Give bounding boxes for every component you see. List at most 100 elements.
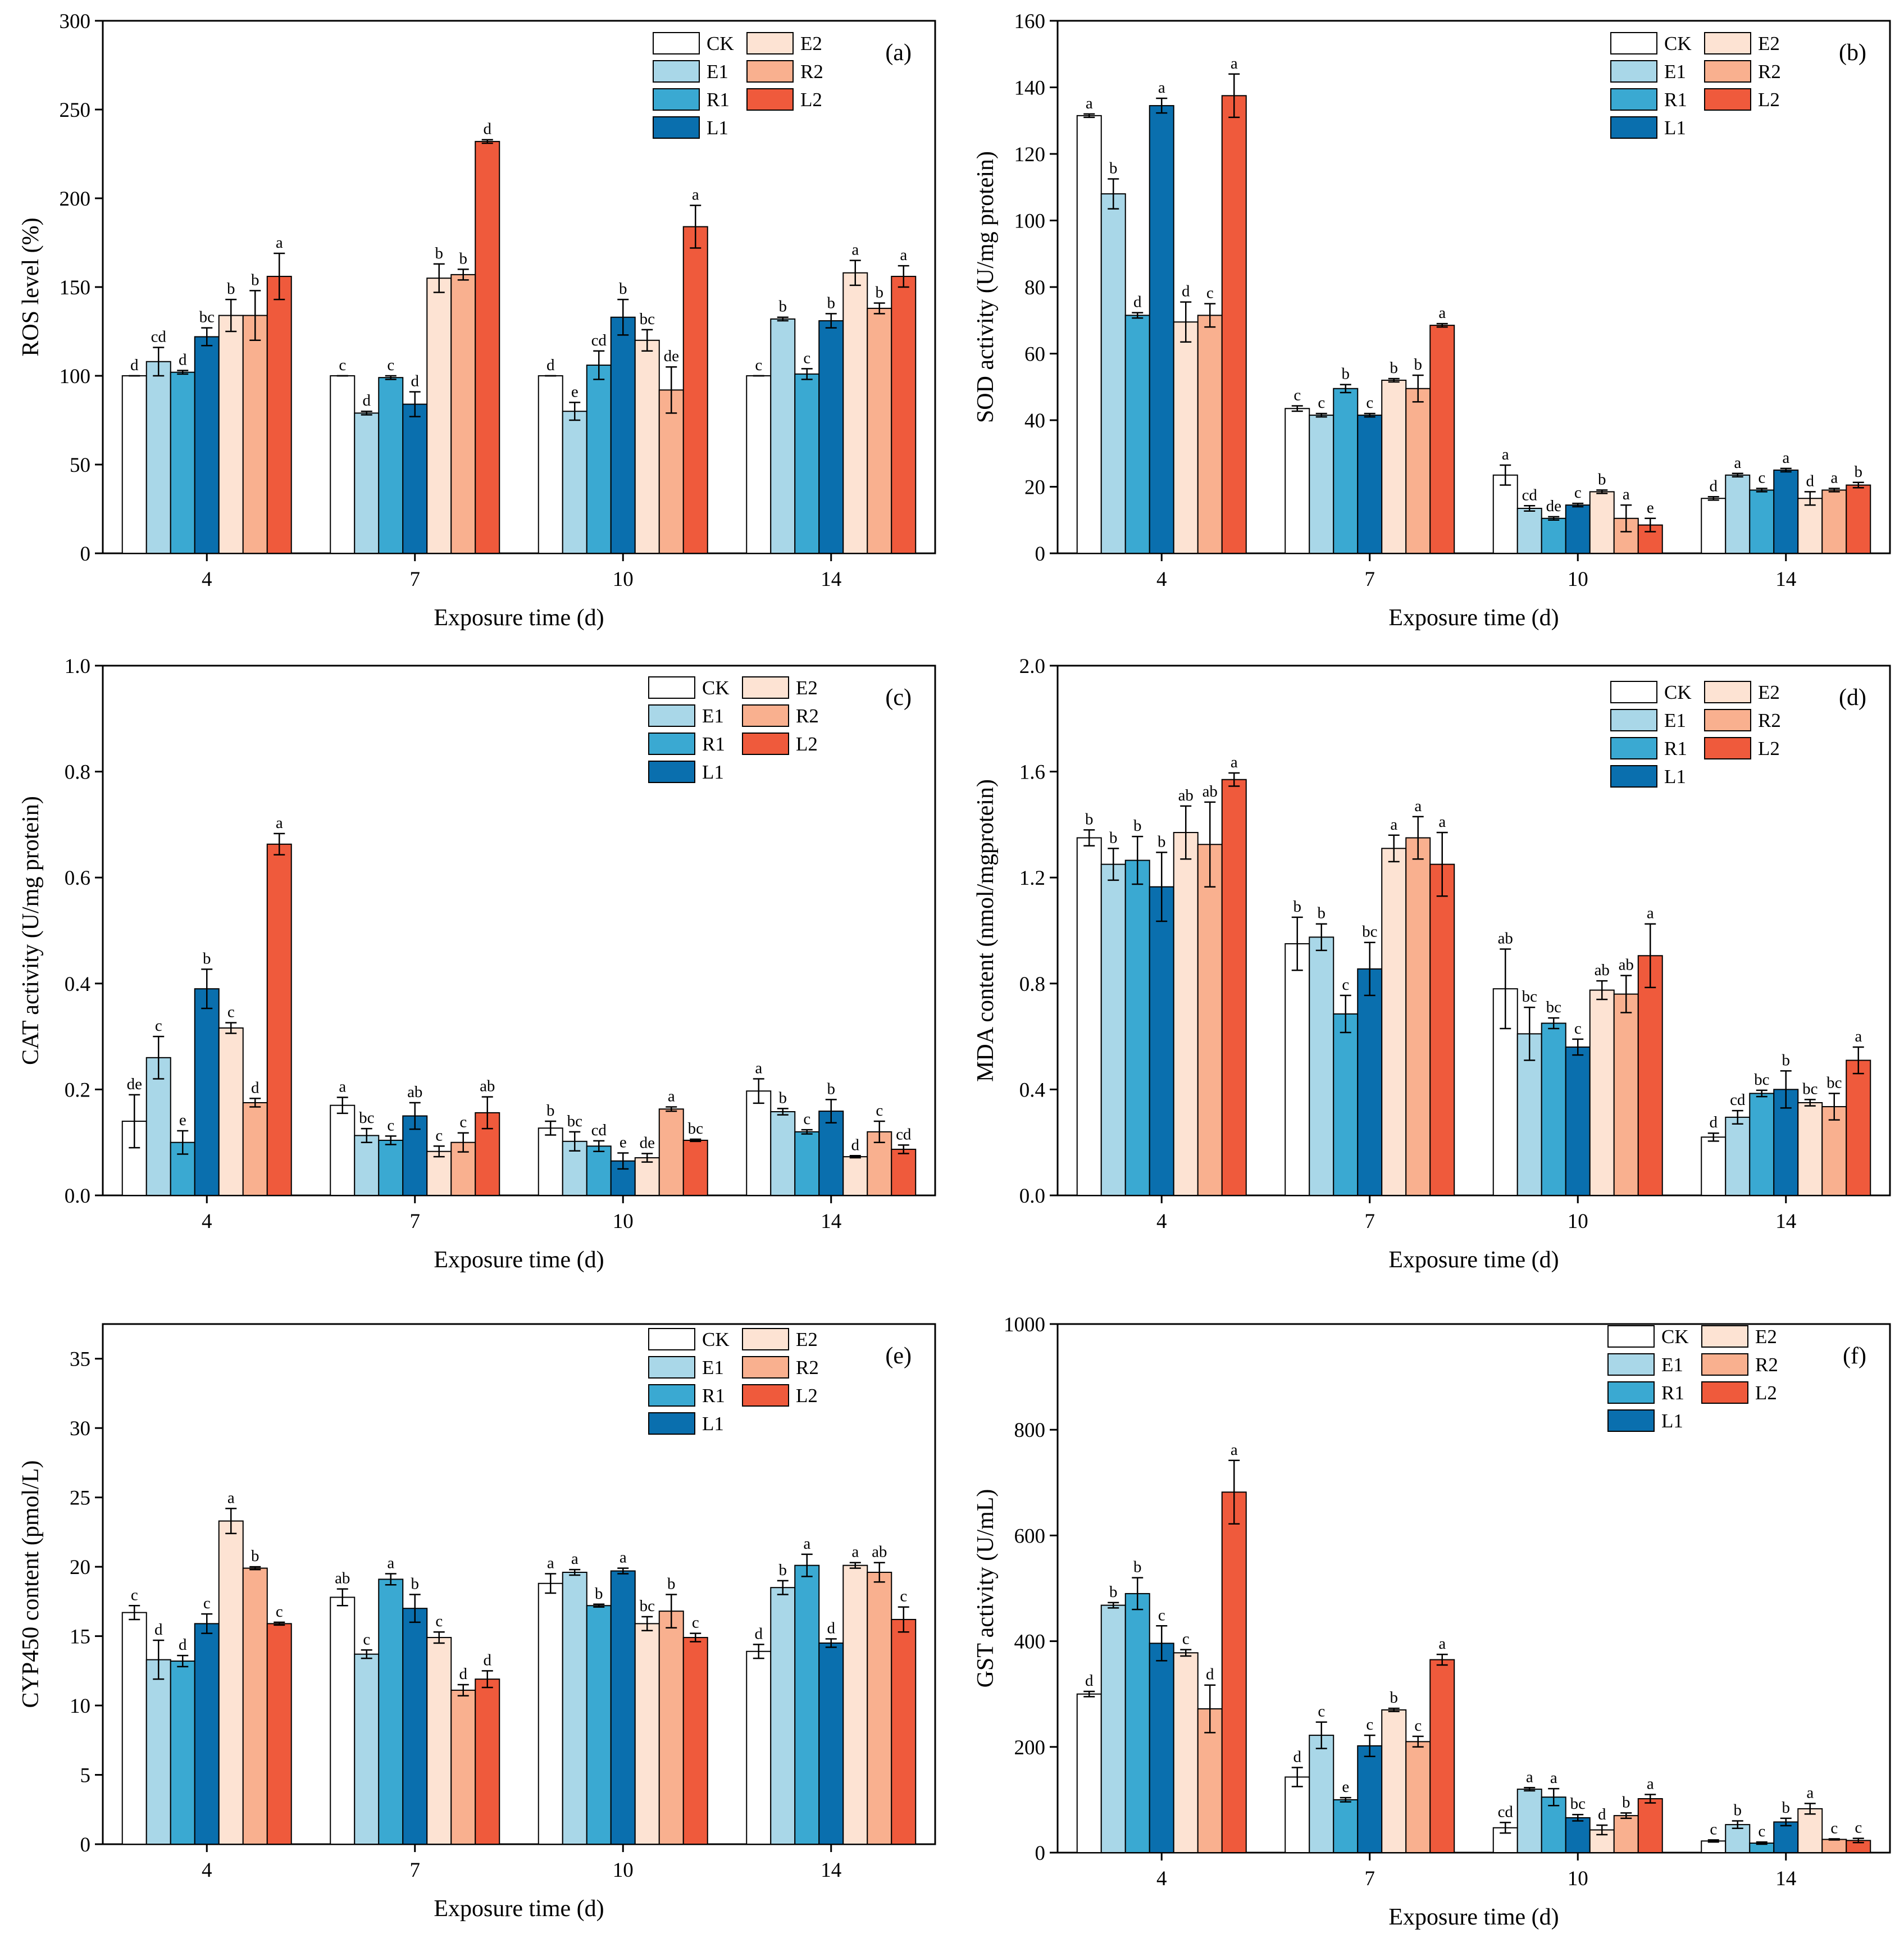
significance-label: c [1182,1630,1190,1648]
significance-label: cd [896,1125,912,1143]
significance-label: b [827,294,836,312]
significance-label: b [827,1080,836,1098]
bar-L2-day-14 [891,1618,917,1845]
legend-label-CK: CK [1664,681,1692,703]
significance-label: ab [407,1083,422,1101]
bar-R1-day-4 [1124,859,1150,1196]
bar-E1-day-10 [1516,508,1542,554]
legend-swatch-E2 [1704,32,1751,54]
significance-label: a [755,1059,762,1077]
significance-label: a [1647,904,1654,922]
bar-L1-day-4 [1149,105,1174,554]
significance-label: c [1342,976,1349,994]
panel-tag: (d) [1839,685,1866,711]
panel-a-ros: 0 50 100 150 200 250 300 ROS level (%) 4 7 10 14 Exp… [18,10,936,631]
bar-CK-day-14 [1701,1136,1727,1197]
significance-label: a [1647,1775,1654,1793]
bar-E1-day-7 [354,1653,380,1845]
bar-R2-day-14 [867,307,892,554]
significance-label: c [1574,1020,1582,1038]
legend-swatch-R1 [653,88,700,111]
significance-label: e [571,383,579,401]
significance-label: ab [480,1077,495,1095]
significance-label: a [1390,816,1397,834]
legend-label-E2: E2 [796,677,818,699]
legend-swatch-R1 [1607,1381,1655,1404]
legend-label-L1: L1 [1664,766,1686,788]
bar-E2-day-10 [634,1157,660,1197]
significance-label: a [571,1550,579,1568]
legend-label-L2: L2 [1758,89,1780,111]
y-tick-label: 0.4 [1019,1079,1045,1102]
significance-label: b [1085,810,1094,828]
significance-label: d [179,1636,187,1654]
bar-CK-day-4 [1076,115,1102,554]
significance-label: b [411,1575,420,1593]
panel-tag: (c) [885,685,912,711]
significance-label: ab [1498,930,1513,948]
y-tick-label: 0.0 [65,1185,90,1208]
significance-label: b [251,271,259,289]
legend-label-CK: CK [1661,1326,1689,1348]
significance-label: c [459,1113,467,1131]
significance-label: a [620,1549,627,1567]
legend-swatch-E2 [742,1328,789,1350]
legend-label-CK: CK [702,677,730,699]
significance-label: bc [640,310,655,328]
legend-label-L2: L2 [796,733,818,755]
bar-L1-day-10 [610,316,636,554]
y-tick-label: 30 [70,1417,90,1440]
y-tick-label: 25 [70,1487,90,1510]
x-axis-title: Exposure time (d) [434,605,604,631]
bar-E2-day-7 [426,1150,452,1196]
bar-R1-day-10 [586,365,612,554]
bar-CK-day-14 [1701,498,1727,554]
bar-L1-day-10 [1565,1046,1591,1196]
y-tick-label: 0 [1035,543,1046,566]
bar-R1-day-14 [794,1131,820,1196]
y-tick-label: 0.6 [65,867,90,890]
significance-label: a [387,1554,394,1572]
significance-label: c [339,356,346,374]
legend-swatch-E2 [742,676,789,699]
bar-L1-day-10 [1565,1817,1591,1854]
bar-L2-day-14 [891,276,917,554]
bar-CK-day-4 [121,375,147,554]
bar-E2-day-4 [218,1027,244,1196]
significance-label: e [179,1111,186,1129]
significance-label: c [1318,394,1325,412]
significance-label: b [1414,356,1423,374]
x-tick-label: 14 [821,1210,841,1233]
bar-E1-day-10 [562,1572,587,1845]
significance-label: a [803,1535,810,1553]
legend-swatch-L1 [648,1412,695,1435]
significance-label: cd [591,1121,607,1139]
legend-label-R2: R2 [796,705,819,727]
y-tick-label: 5 [80,1764,91,1787]
y-tick-label: 140 [1014,77,1046,100]
significance-label: d [1293,1748,1302,1766]
significance-label: c [755,356,762,374]
x-tick-label: 10 [1568,1867,1588,1890]
y-tick-label: 250 [60,99,91,122]
bar-R1-day-4 [170,371,195,554]
x-tick-label: 7 [1365,568,1375,591]
significance-label: b [1390,1689,1399,1707]
bar-L1-day-4 [1149,1643,1174,1853]
legend-swatch-R2 [746,60,794,83]
y-tick-label: 600 [1014,1525,1046,1548]
legend-swatch-L2 [1704,88,1751,111]
significance-label: e [1342,1778,1349,1796]
y-tick-label: 35 [70,1348,90,1371]
x-tick-label: 7 [410,568,421,591]
significance-label: bc [1570,1795,1586,1813]
significance-label: b [779,1561,787,1579]
significance-label: ab [1202,783,1218,800]
bar-R1-day-14 [1749,489,1775,554]
x-tick-label: 7 [1365,1210,1375,1233]
legend-swatch-E1 [648,704,695,727]
y-tick-label: 2.0 [1019,655,1045,678]
significance-label: cd [151,327,167,345]
significance-label: b [779,298,787,316]
bar-E1-day-4 [1100,193,1126,554]
